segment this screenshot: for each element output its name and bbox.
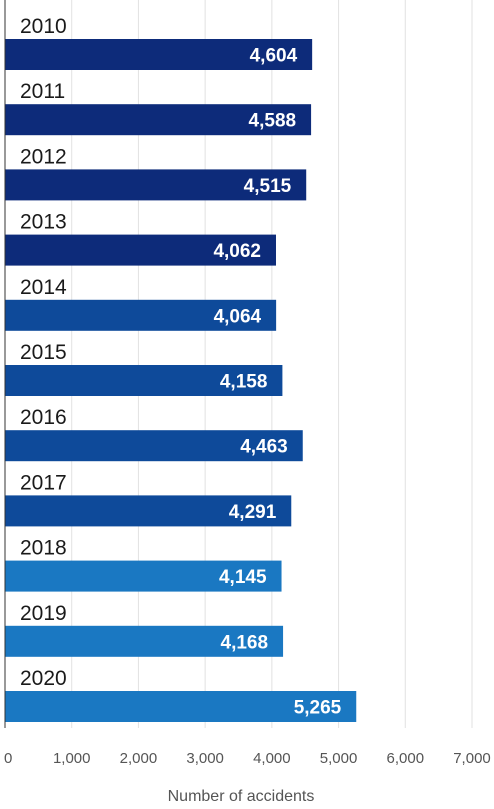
value-label: 4,515 bbox=[244, 176, 292, 197]
x-tick-label: 3,000 bbox=[186, 750, 224, 767]
category-label: 2018 bbox=[20, 537, 67, 560]
value-label: 5,265 bbox=[294, 698, 342, 719]
bar-2013 bbox=[5, 234, 276, 266]
x-tick-label: 6,000 bbox=[387, 750, 425, 767]
category-label: 2020 bbox=[20, 667, 67, 690]
value-label: 4,062 bbox=[213, 241, 261, 262]
bar-2011 bbox=[5, 104, 312, 136]
category-label: 2016 bbox=[20, 406, 67, 429]
bar-2014 bbox=[5, 299, 277, 331]
category-label: 2015 bbox=[20, 341, 67, 364]
bar-2017 bbox=[5, 495, 292, 527]
category-labels: 2010 2011 2012 2013 2014 2015 2016 2017 2018 2019… bbox=[20, 15, 67, 690]
bar-2010 bbox=[5, 39, 313, 70]
value-label: 4,588 bbox=[249, 111, 297, 132]
bar-2020 bbox=[5, 691, 357, 722]
x-tick-label: 0 bbox=[4, 750, 12, 767]
value-label: 4,463 bbox=[240, 437, 288, 458]
value-label: 4,158 bbox=[220, 372, 268, 393]
value-label: 4,168 bbox=[221, 632, 269, 653]
value-label: 4,604 bbox=[250, 46, 298, 67]
value-label: 4,291 bbox=[229, 502, 277, 523]
x-tick-label: 2,000 bbox=[120, 750, 158, 767]
bar-2015 bbox=[5, 365, 283, 396]
value-label: 4,145 bbox=[219, 567, 267, 588]
bar-2016 bbox=[5, 430, 303, 462]
x-tick-label: 5,000 bbox=[320, 750, 358, 767]
value-labels: 4,604 4,588 4,515 4,062 4,064 4,158 4,463 4,291… bbox=[213, 46, 341, 719]
category-label: 2011 bbox=[20, 80, 65, 103]
category-label: 2012 bbox=[20, 145, 67, 168]
x-axis-title: Number of accidents bbox=[168, 788, 315, 805]
bar-2019 bbox=[5, 625, 284, 657]
category-label: 2019 bbox=[20, 602, 67, 625]
x-tick-labels: 0 1,000 2,000 3,000 4,000 5,000 6,000 7,000 bbox=[4, 750, 491, 767]
bars bbox=[5, 39, 357, 722]
x-tick-label: 7,000 bbox=[453, 750, 491, 767]
bar-2018 bbox=[5, 560, 282, 592]
x-tick-label: 4,000 bbox=[253, 750, 291, 767]
category-label: 2017 bbox=[20, 471, 67, 494]
category-label: 2014 bbox=[20, 276, 67, 299]
x-tick-label: 1,000 bbox=[53, 750, 91, 767]
category-label: 2010 bbox=[20, 15, 67, 38]
bar-2012 bbox=[5, 169, 307, 201]
value-label: 4,064 bbox=[214, 306, 262, 327]
category-label: 2013 bbox=[20, 211, 67, 234]
